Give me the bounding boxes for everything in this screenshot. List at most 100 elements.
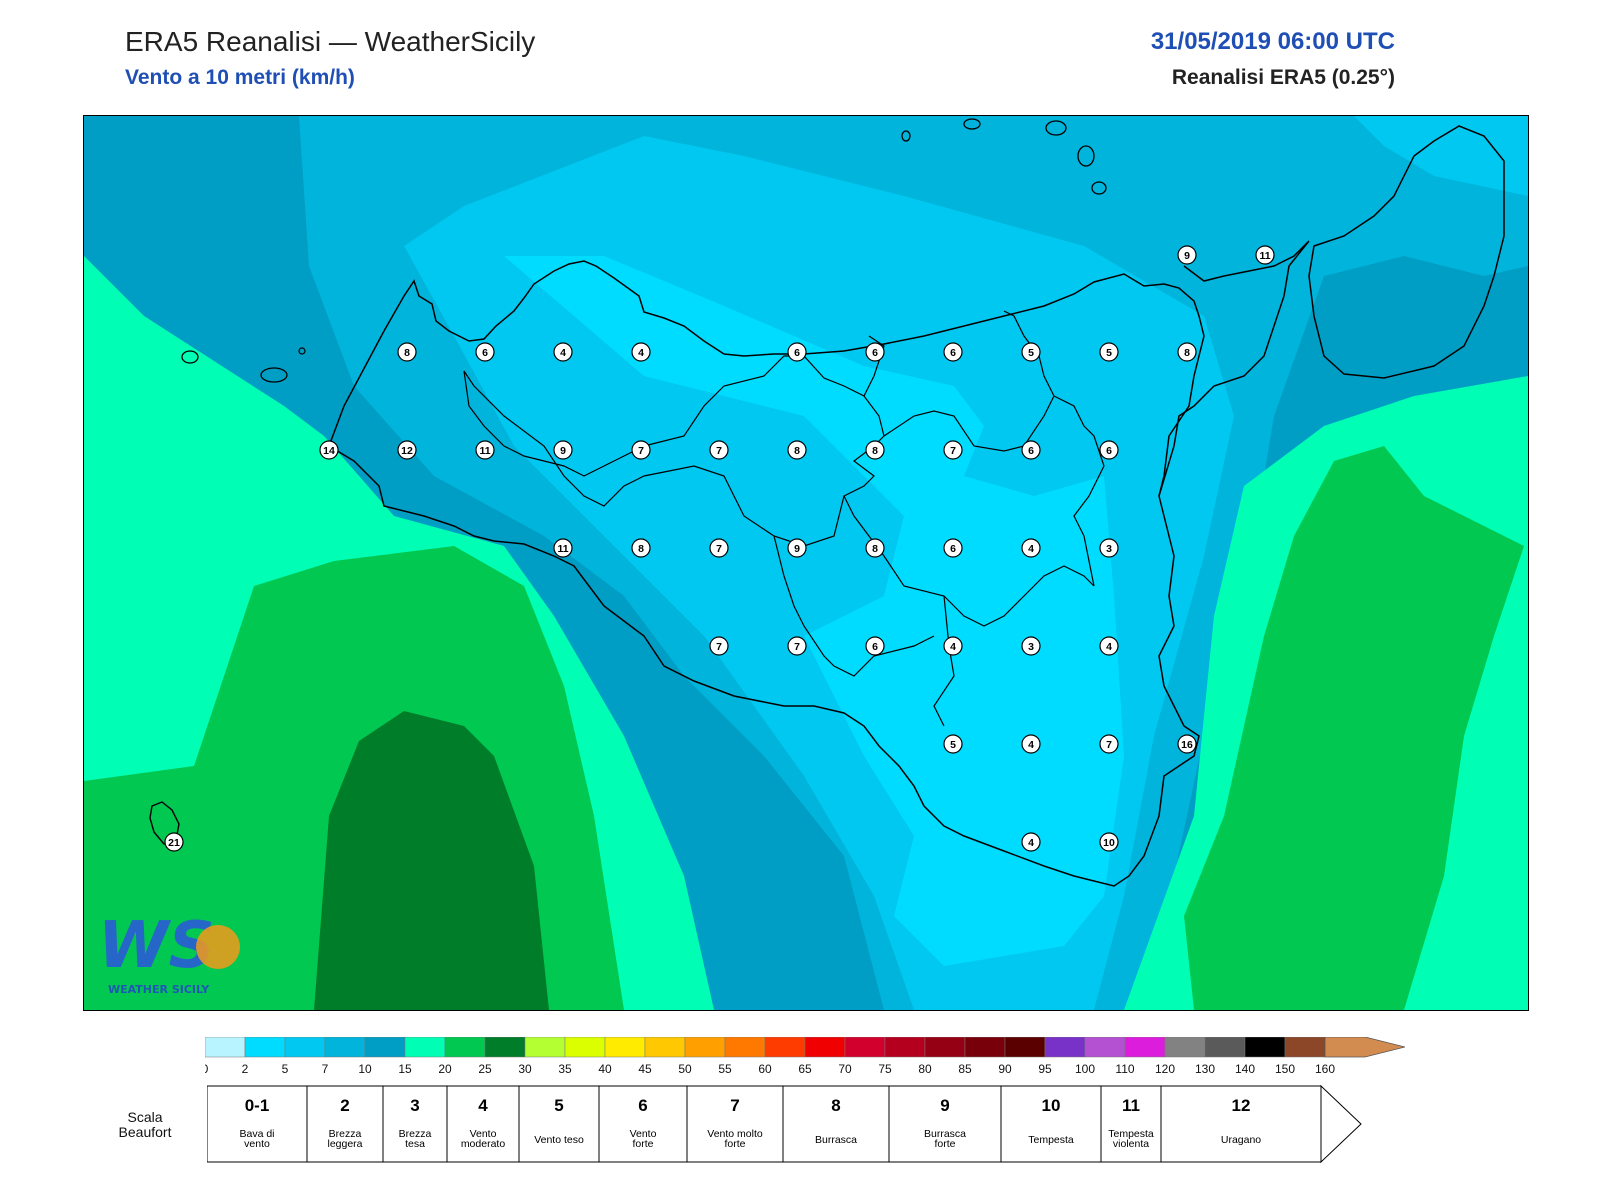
colorbar-tick-label: 55 [718,1062,732,1076]
station-value: 5 [1028,347,1034,359]
colorbar-tick-label: 7 [322,1062,329,1076]
station-marker: 6 [943,342,963,362]
station-value: 11 [1259,250,1270,262]
station-circle [943,734,963,754]
station-marker: 7 [709,440,729,460]
colorbar-cell [1244,1037,1286,1058]
valid-datetime: 31/05/2019 06:00 UTC [1150,28,1395,55]
colorbar-tick-label: 90 [998,1062,1012,1076]
beaufort-number: 2 [340,1096,349,1115]
colorbar-cell [1044,1037,1086,1058]
island-salina [1045,120,1067,136]
station-circle [709,440,729,460]
beaufort-name: Tempesta [1028,1134,1074,1146]
colorbar-tick-label: 130 [1195,1062,1215,1076]
beaufort-cell [382,1085,448,1163]
beaufort-name: vento [244,1138,270,1150]
station-circle [1099,832,1119,852]
colorbar-tick-label: 150 [1275,1062,1295,1076]
island-lipari [1077,145,1095,167]
station-value: 4 [560,347,566,359]
beaufort-name: Burrasca [815,1134,857,1146]
station-value: 8 [872,543,878,555]
station-marker: 14 [319,440,339,460]
station-circle [865,636,885,656]
beaufort-label-line2: Beaufort [118,1124,172,1140]
station-value: 8 [794,445,800,457]
colorbar-cell [644,1037,686,1058]
station-marker: 6 [1021,440,1041,460]
station-marker: 7 [787,636,807,656]
island-marettimo [181,350,199,364]
colorbar-cell [484,1037,526,1058]
station-circle [787,342,807,362]
beaufort-name: Uragano [1221,1134,1261,1146]
beaufort-name: tesa [405,1138,425,1150]
colorbar-cell [844,1037,886,1058]
colorbar-cell [444,1037,486,1058]
station-value: 6 [950,543,956,555]
station-circle [1177,245,1197,265]
station-marker: 6 [865,636,885,656]
station-circle [709,538,729,558]
station-circle [787,538,807,558]
station-marker: 4 [553,342,573,362]
station-marker: 8 [865,538,885,558]
station-marker: 6 [1099,440,1119,460]
station-marker: 7 [943,440,963,460]
station-value: 4 [1028,837,1034,849]
map-title: ERA5 Reanalisi — WeatherSicily [125,26,536,57]
beaufort-cell [207,1085,308,1163]
colorbar-cell [205,1037,246,1058]
station-marker: 8 [1177,342,1197,362]
beaufort-name: Tempesta [1108,1128,1154,1140]
station-marker: 7 [709,538,729,558]
station-marker: 5 [1099,342,1119,362]
colorbar-tick-label: 45 [638,1062,652,1076]
station-value: 9 [560,445,566,457]
colorbar-cell [404,1037,446,1058]
station-circle [1177,342,1197,362]
beaufort-cell [1100,1085,1162,1163]
station-marker: 6 [475,342,495,362]
beaufort-name: Brezza [399,1128,432,1140]
station-value: 7 [1106,739,1112,751]
station-circle [1021,440,1041,460]
station-value: 8 [872,445,878,457]
station-value: 11 [557,543,568,555]
colorbar-tick-label: 15 [398,1062,412,1076]
island-levanzo [298,347,306,355]
beaufort-number: 8 [831,1096,840,1115]
station-value: 6 [872,641,878,653]
wind-map[interactable]: 8 6 4 4 6 6 6 5 5 8 14 12 11 9 7 7 8 8 7 6 6 11 8 7 9 8 6 4 3 7 7 6 4 3 4 5… [83,115,1529,1011]
station-circle [1099,734,1119,754]
beaufort-name: Vento [470,1128,497,1140]
beaufort-name: Brezza [329,1128,362,1140]
station-marker: 9 [787,538,807,558]
station-value: 5 [1106,347,1112,359]
station-value: 4 [1028,739,1034,751]
station-circle [475,342,495,362]
colorbar-cell [1004,1037,1046,1058]
colorbar-cells [205,1037,1405,1058]
beaufort-name: Bava di [239,1128,274,1140]
station-value: 3 [1106,543,1112,555]
station-marker: 7 [709,636,729,656]
beaufort-cell [686,1085,784,1163]
colorbar-cell [284,1037,326,1058]
station-marker: 11 [475,440,495,460]
wind-speed-colorbar: 0257101520253035404550556065707580859095… [205,1037,1405,1076]
station-marker: 11 [553,538,573,558]
beaufort-name: leggera [327,1138,362,1150]
station-marker: 6 [865,342,885,362]
colorbar-tick-label: 60 [758,1062,772,1076]
station-value: 7 [794,641,800,653]
colorbar-tick-label: 95 [1038,1062,1052,1076]
station-circle [943,636,963,656]
colorbar-ticks: 0257101520253035404550556065707580859095… [205,1062,1335,1076]
colorbar-cell [724,1037,766,1058]
beaufort-number: 7 [730,1096,739,1115]
colorbar-tick-label: 80 [918,1062,932,1076]
station-circle [553,538,573,558]
